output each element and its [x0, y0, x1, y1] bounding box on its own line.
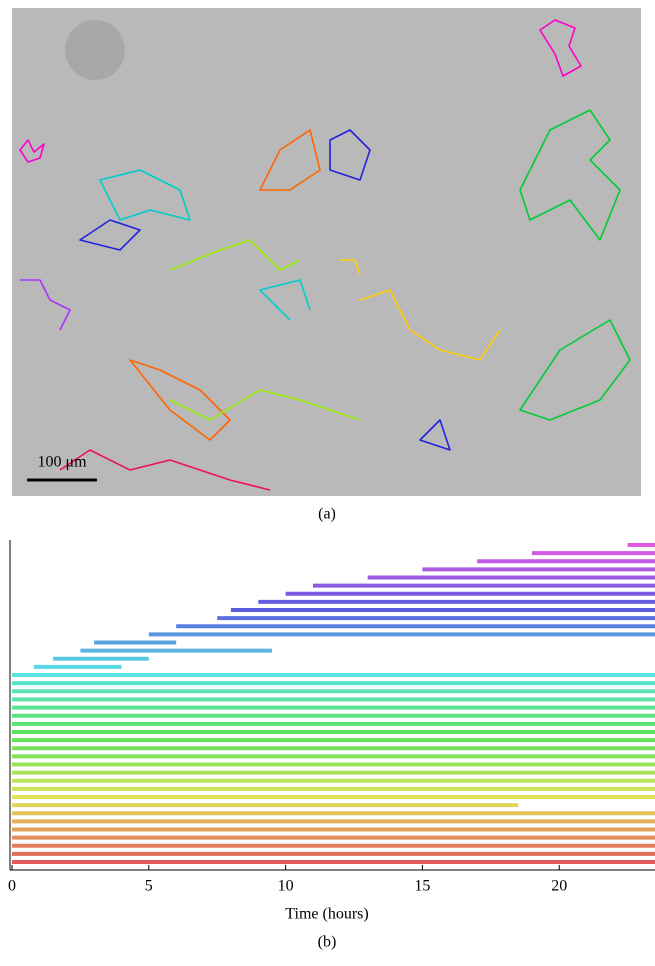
micrograph-background: [12, 8, 641, 496]
track-path: [99, 169, 311, 321]
track-path: [340, 259, 501, 361]
x-tick-label: 0: [8, 878, 16, 895]
x-tick-label: 20: [551, 878, 567, 895]
panel-caption: (a): [318, 506, 336, 523]
x-tick-label: 15: [414, 878, 430, 895]
track-path: [169, 239, 361, 421]
x-tick-label: 5: [145, 878, 153, 895]
track-path: [20, 279, 71, 331]
track-path: [59, 449, 271, 491]
track-path: [79, 129, 451, 451]
panel-caption: (b): [318, 934, 337, 951]
x-axis-label: Time (hours): [285, 906, 368, 923]
micrograph: 100 μm: [12, 8, 641, 496]
x-tick-label: 10: [278, 878, 294, 895]
track-path: [519, 109, 631, 421]
track-path: [19, 19, 582, 163]
scale-bar-label: 100 μm: [37, 454, 87, 471]
blur-spot: [65, 20, 125, 80]
track-path: [129, 129, 321, 441]
